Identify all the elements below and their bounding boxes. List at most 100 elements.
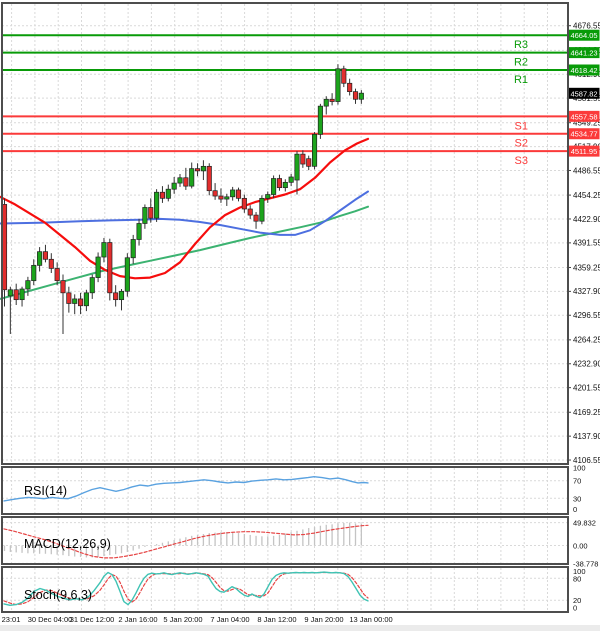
stoch-panel <box>2 567 568 612</box>
candle <box>282 179 288 192</box>
candle <box>347 78 353 96</box>
svg-text:20: 20 <box>573 596 581 605</box>
svg-text:S2: S2 <box>515 138 528 150</box>
candle <box>358 90 364 104</box>
svg-text:9 Jan 20:00: 9 Jan 20:00 <box>304 615 343 624</box>
svg-text:4327.90: 4327.90 <box>573 287 600 296</box>
candle <box>288 173 294 187</box>
svg-text:100: 100 <box>573 567 586 576</box>
candle <box>25 276 31 296</box>
candle <box>72 294 78 315</box>
level-lines: R3 R2 R1 S1 S2 S3 <box>2 34 568 167</box>
svg-text:4557.58: 4557.58 <box>570 112 597 121</box>
svg-text:4664.05: 4664.05 <box>570 31 597 40</box>
macd-panel-content <box>2 522 568 564</box>
candle <box>195 163 201 177</box>
svg-text:4486.55: 4486.55 <box>573 166 600 175</box>
candle <box>300 150 306 168</box>
candle <box>42 244 49 263</box>
support-price-box: 4511.95 <box>568 145 600 157</box>
macd-axis: 49.832 0.00 -38.778 <box>573 519 598 569</box>
candle <box>218 188 224 203</box>
candle <box>113 285 119 307</box>
candle <box>200 160 206 181</box>
candle <box>265 191 271 203</box>
svg-text:4169.25: 4169.25 <box>573 408 600 417</box>
svg-text:R3: R3 <box>514 39 528 51</box>
moving-averages <box>0 137 370 300</box>
candle <box>60 274 66 334</box>
candle <box>77 292 84 315</box>
svg-text:7 Jan 04:00: 7 Jan 04:00 <box>210 615 249 624</box>
stoch-title: Stoch(9,6,3) <box>24 588 93 602</box>
svg-text:4549.25: 4549.25 <box>573 119 600 128</box>
ma-medium-blue-line <box>0 190 369 236</box>
svg-text:49.832: 49.832 <box>573 519 596 528</box>
candle <box>323 96 329 115</box>
rsi-panel-content <box>2 476 568 502</box>
svg-text:2 Jan 16:00: 2 Jan 16:00 <box>118 615 157 624</box>
svg-text:30: 30 <box>573 494 581 503</box>
rsi-panel <box>2 467 568 514</box>
svg-text:4201.55: 4201.55 <box>573 383 600 392</box>
svg-text:4618.42: 4618.42 <box>570 66 597 75</box>
candles-group <box>1 64 364 334</box>
candle <box>66 286 72 313</box>
candle <box>54 262 60 286</box>
candle <box>19 286 25 307</box>
svg-text:4232.90: 4232.90 <box>573 360 600 369</box>
svg-text:0: 0 <box>573 604 577 613</box>
svg-text:4391.55: 4391.55 <box>573 239 600 248</box>
footer-strip <box>0 625 600 631</box>
candle <box>165 184 171 202</box>
support-price-box: 4534.77 <box>568 128 600 140</box>
candle <box>142 204 148 229</box>
svg-text:4422.90: 4422.90 <box>573 215 600 224</box>
svg-text:4587.82: 4587.82 <box>570 89 597 98</box>
candle <box>159 186 166 203</box>
svg-text:31 Dec 12:00: 31 Dec 12:00 <box>70 615 115 624</box>
candle <box>136 218 142 246</box>
macd-panel-border <box>1 516 569 565</box>
candle <box>224 193 230 206</box>
candle <box>31 259 37 286</box>
candle <box>341 65 347 88</box>
candle <box>148 198 154 223</box>
svg-text:4641.23: 4641.23 <box>570 49 597 58</box>
svg-text:5 Jan 20:00: 5 Jan 20:00 <box>163 615 202 624</box>
candle <box>312 132 318 170</box>
svg-text:23:01: 23:01 <box>2 615 21 624</box>
level-price-boxes: 4664.05 4641.23 4618.42 4587.82 4557.58 4534.… <box>568 29 600 157</box>
resistance-price-box: 4664.05 <box>568 29 600 41</box>
candle <box>183 167 189 190</box>
candle <box>189 162 195 189</box>
current-price-box: 4587.82 <box>568 87 600 99</box>
candle <box>89 274 95 299</box>
svg-text:4534.77: 4534.77 <box>570 130 597 139</box>
svg-text:4106.55: 4106.55 <box>573 456 600 465</box>
macd-signal-line <box>3 524 369 559</box>
svg-text:8 Jan 12:00: 8 Jan 12:00 <box>257 615 296 624</box>
svg-text:0: 0 <box>573 505 577 514</box>
svg-text:30 Dec 04:00: 30 Dec 04:00 <box>28 615 73 624</box>
candle <box>171 176 177 194</box>
svg-text:4296.55: 4296.55 <box>573 311 600 320</box>
svg-text:4137.90: 4137.90 <box>573 432 600 441</box>
candle <box>329 93 335 106</box>
main-panel <box>2 3 568 464</box>
svg-text:S1: S1 <box>515 120 528 132</box>
candle <box>37 247 43 272</box>
svg-text:4359.25: 4359.25 <box>573 263 600 272</box>
candle <box>48 253 54 274</box>
support-price-box: 4557.58 <box>568 110 600 122</box>
candle <box>259 195 265 225</box>
candle <box>247 205 253 219</box>
candle <box>212 183 218 200</box>
resistance-price-box: 4641.23 <box>568 47 600 59</box>
macd-title: MACD(12,26,9) <box>24 537 111 551</box>
svg-text:70: 70 <box>573 477 581 486</box>
candle <box>335 64 341 105</box>
